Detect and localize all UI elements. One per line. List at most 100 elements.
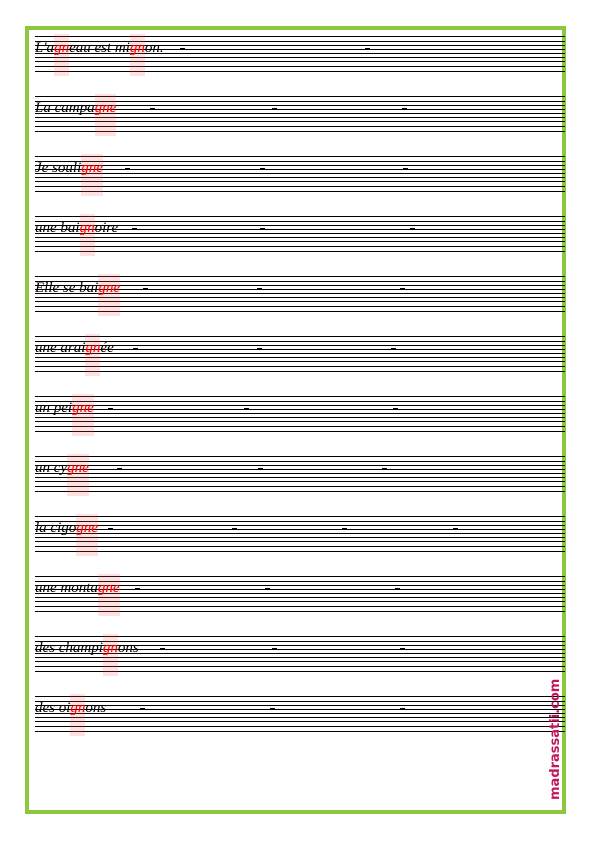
highlighted-letters: gne <box>94 94 117 136</box>
ruled-line <box>35 521 565 522</box>
ruled-line <box>35 611 565 612</box>
ruled-line <box>35 349 565 350</box>
ruled-line <box>35 45 565 46</box>
ruled-line <box>35 585 565 586</box>
ruled-line <box>35 229 565 230</box>
dash <box>117 468 122 469</box>
ruled-line <box>35 293 565 294</box>
ruled-line <box>35 576 565 577</box>
dash <box>108 528 113 529</box>
ruled-line <box>35 529 565 530</box>
ruled-line <box>35 341 565 342</box>
writing-row: une baignoire <box>35 214 565 256</box>
highlighted-letters: gn <box>102 634 118 676</box>
ruled-line <box>35 276 565 277</box>
ruled-line <box>35 401 565 402</box>
ruled-line <box>35 117 565 118</box>
ruled-line <box>35 477 565 478</box>
ruled-line <box>35 525 565 526</box>
highlighted-letters: gne <box>98 274 120 316</box>
dash <box>108 408 113 409</box>
model-word: Elle se baigne <box>35 274 120 316</box>
dash <box>393 408 398 409</box>
ruled-line <box>35 177 565 178</box>
ruled-line <box>35 96 565 97</box>
ruled-line <box>35 461 565 462</box>
dash <box>257 288 262 289</box>
word-part: la cigo <box>35 520 77 536</box>
dash <box>400 648 405 649</box>
highlighted-letters: gne <box>72 394 94 436</box>
ruled-line <box>35 541 565 542</box>
ruled-line <box>35 191 565 192</box>
word-part: La campa <box>35 100 95 116</box>
dash <box>244 408 249 409</box>
ruled-line <box>35 371 565 372</box>
highlighted-letters: gne <box>67 454 89 496</box>
ruled-line <box>35 251 565 252</box>
dash <box>257 348 262 349</box>
word-part: un pei <box>35 400 73 416</box>
ruled-line <box>35 233 565 234</box>
ruled-line <box>35 311 565 312</box>
ruled-line <box>35 597 565 598</box>
writing-row: un cygne <box>35 454 565 496</box>
ruled-line <box>35 36 565 37</box>
ruled-line <box>35 366 565 367</box>
ruled-line <box>35 237 565 238</box>
ruled-line <box>35 405 565 406</box>
ruled-line <box>35 666 565 667</box>
ruled-line <box>35 216 565 217</box>
ruled-line <box>35 289 565 290</box>
ruled-line <box>35 473 565 474</box>
highlighted-letters: gn <box>129 34 145 76</box>
ruled-line <box>35 533 565 534</box>
ruled-line <box>35 426 565 427</box>
ruled-line <box>35 113 565 114</box>
ruled-line <box>35 606 565 607</box>
ruled-line <box>35 49 565 50</box>
writing-row: Je souligne <box>35 154 565 196</box>
word-part: L'a <box>35 40 55 56</box>
ruled-line <box>35 657 565 658</box>
model-word: une araignée <box>35 334 114 376</box>
ruled-line <box>35 353 565 354</box>
ruled-line <box>35 717 565 718</box>
ruled-line <box>35 661 565 662</box>
dash <box>180 48 185 49</box>
ruled-line <box>35 713 565 714</box>
ruled-line <box>35 671 565 672</box>
ruled-line <box>35 101 565 102</box>
word-part: ons <box>117 640 139 656</box>
ruled-line <box>35 486 565 487</box>
dash <box>232 528 237 529</box>
ruled-line <box>35 301 565 302</box>
ruled-line <box>35 601 565 602</box>
highlighted-letters: gne <box>81 154 103 196</box>
ruled-line <box>35 121 565 122</box>
dash <box>365 48 370 49</box>
ruled-line <box>35 581 565 582</box>
highlighted-letters: gne <box>97 574 120 616</box>
ruled-line <box>35 221 565 222</box>
dash <box>150 108 155 109</box>
word-part: ée <box>100 340 114 356</box>
ruled-line <box>35 345 565 346</box>
highlighted-letters: gn <box>70 694 86 736</box>
ruled-line <box>35 156 565 157</box>
ruled-line <box>35 413 565 414</box>
highlighted-letters: gn <box>54 34 70 76</box>
ruled-line <box>35 41 565 42</box>
ruled-line <box>35 589 565 590</box>
ruled-line <box>35 456 565 457</box>
dash <box>260 228 265 229</box>
ruled-line <box>35 306 565 307</box>
word-part: une bai <box>35 220 80 236</box>
ruled-line <box>35 721 565 722</box>
model-word: une montagne <box>35 574 120 616</box>
ruled-line <box>35 173 565 174</box>
word-part: un cy <box>35 460 68 476</box>
ruled-line <box>35 336 565 337</box>
ruled-line <box>35 417 565 418</box>
